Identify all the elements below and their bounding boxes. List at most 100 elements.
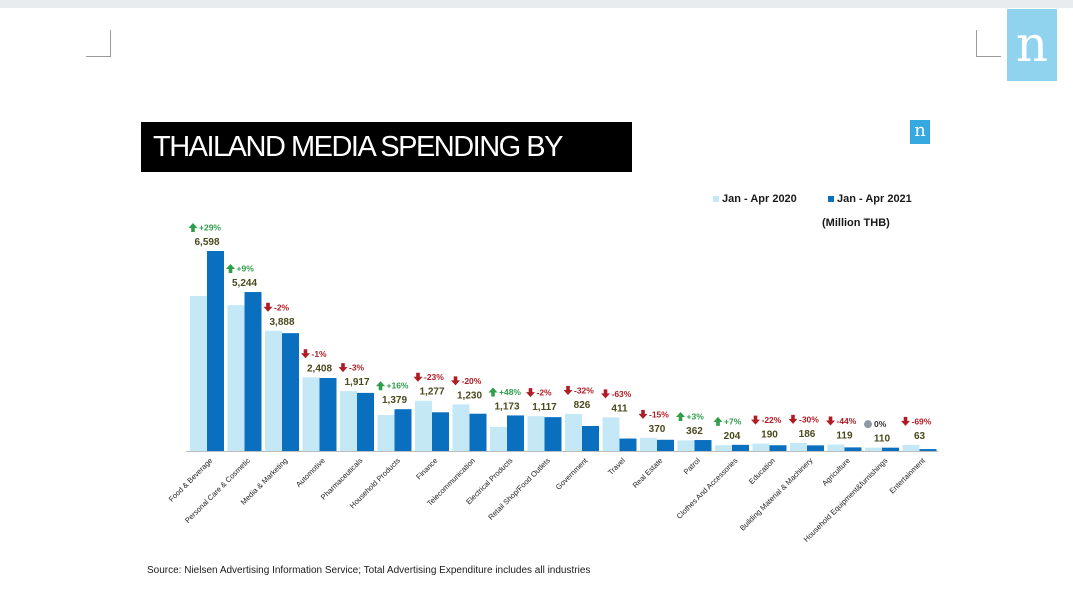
- change-label: +9%: [237, 264, 255, 274]
- change-label: -30%: [799, 414, 819, 424]
- change-label: -20%: [462, 376, 482, 386]
- legend-item-2021: Jan - Apr 2021: [828, 193, 912, 205]
- value-label: 6,598: [194, 237, 219, 248]
- chart-title: THAILAND MEDIA SPENDING BY INDUSTRY: [141, 122, 632, 213]
- category-label: Personal Care & Cosmetic: [183, 456, 252, 525]
- bar-2021: [282, 333, 299, 451]
- bar-2021: [919, 449, 937, 451]
- bar-2020: [677, 440, 695, 451]
- bar-2021: [319, 378, 337, 451]
- down-arrow-icon: [563, 385, 573, 395]
- crop-mark-right: [976, 30, 1001, 57]
- value-label: 204: [724, 431, 741, 442]
- value-label: 1,277: [419, 387, 444, 398]
- category-label: Clothes And Accessories: [675, 456, 740, 521]
- value-label: 3,888: [269, 317, 294, 328]
- change-label: -3%: [349, 363, 365, 373]
- bar-2021: [619, 438, 637, 451]
- bar-2021: [844, 447, 862, 451]
- bar-2020: [340, 391, 357, 451]
- value-label: 63: [914, 431, 926, 442]
- legend-label-2020: Jan - Apr 2020: [722, 193, 797, 205]
- bar-2020: [452, 404, 470, 451]
- change-label: -1%: [312, 349, 328, 359]
- up-arrow-icon: [226, 264, 235, 274]
- category-label: Entertainment: [888, 455, 928, 495]
- source-note: Source: Nielsen Advertising Information …: [147, 565, 591, 576]
- bar-2020: [527, 416, 545, 451]
- bar-2020: [865, 447, 882, 451]
- category-label: Government: [554, 455, 590, 491]
- bar-2021: [732, 444, 749, 451]
- bar-2021: [357, 392, 374, 451]
- down-arrow-icon: [338, 363, 348, 373]
- bar-2020: [752, 443, 770, 451]
- down-arrow-icon: [451, 376, 460, 386]
- value-label: 190: [761, 430, 778, 441]
- category-label: Agriculture: [820, 456, 852, 488]
- bar-2020: [902, 444, 920, 451]
- category-label: Building Material & Machinery: [738, 456, 815, 533]
- value-label: 1,230: [457, 390, 482, 401]
- value-label: 1,173: [494, 401, 519, 412]
- nielsen-logo: n: [1007, 9, 1057, 81]
- change-label: -44%: [837, 416, 857, 426]
- legend-item-2020: Jan - Apr 2020: [713, 193, 797, 205]
- value-label: 5,244: [232, 278, 257, 289]
- change-label: -63%: [612, 389, 632, 399]
- change-label: +16%: [387, 381, 409, 391]
- down-arrow-icon: [601, 389, 610, 399]
- top-bar: [0, 0, 1073, 8]
- bar-2021: [432, 412, 449, 451]
- value-label: 2,408: [307, 363, 332, 374]
- bar-2021: [544, 417, 562, 451]
- change-label: -32%: [574, 385, 594, 395]
- change-label: -22%: [762, 415, 782, 425]
- change-label: -69%: [912, 416, 932, 426]
- bar-2020: [827, 444, 845, 451]
- category-label: Household Equipment&furnishings: [802, 456, 890, 544]
- value-label: 826: [574, 400, 591, 411]
- down-arrow-icon: [901, 416, 910, 426]
- bar-2021: [807, 445, 824, 451]
- bar-2021: [507, 415, 524, 451]
- down-arrow-icon: [788, 414, 798, 424]
- bar-2020: [302, 377, 320, 451]
- bar-2021: [469, 413, 487, 451]
- bar-2020: [602, 417, 620, 451]
- bar-2020: [790, 442, 807, 451]
- bar-2021: [207, 251, 224, 451]
- down-arrow-icon: [826, 416, 835, 426]
- value-label: 370: [649, 424, 666, 435]
- down-arrow-icon: [751, 415, 760, 425]
- change-label: +7%: [724, 416, 742, 426]
- category-label: Retail Shop/Food Outlets: [486, 456, 552, 522]
- bar-2020: [190, 295, 207, 451]
- down-arrow-icon: [301, 349, 310, 359]
- category-label: Travel: [606, 456, 627, 477]
- up-arrow-icon: [713, 416, 723, 426]
- change-label: +3%: [687, 412, 705, 422]
- unit-note: (Million THB): [822, 217, 890, 229]
- category-label: Education: [747, 456, 777, 486]
- change-label: -2%: [537, 388, 553, 398]
- down-arrow-icon: [526, 388, 535, 398]
- crop-mark-left: [86, 30, 111, 57]
- bar-2020: [265, 330, 282, 451]
- value-label: 411: [611, 403, 628, 414]
- bar-2021: [769, 445, 787, 451]
- bar-2020: [415, 400, 432, 451]
- bar-2020: [490, 426, 507, 451]
- bar-2020: [227, 305, 245, 451]
- down-arrow-icon: [413, 372, 423, 382]
- bar-2021: [694, 440, 712, 451]
- bar-2021: [882, 447, 899, 451]
- value-label: 362: [686, 426, 703, 437]
- bar-2021: [582, 425, 599, 451]
- change-label: -23%: [424, 372, 444, 382]
- bar-2021: [244, 292, 262, 451]
- legend-label-2021: Jan - Apr 2021: [837, 193, 912, 205]
- bar-2020: [377, 414, 395, 451]
- change-label: +48%: [499, 387, 521, 397]
